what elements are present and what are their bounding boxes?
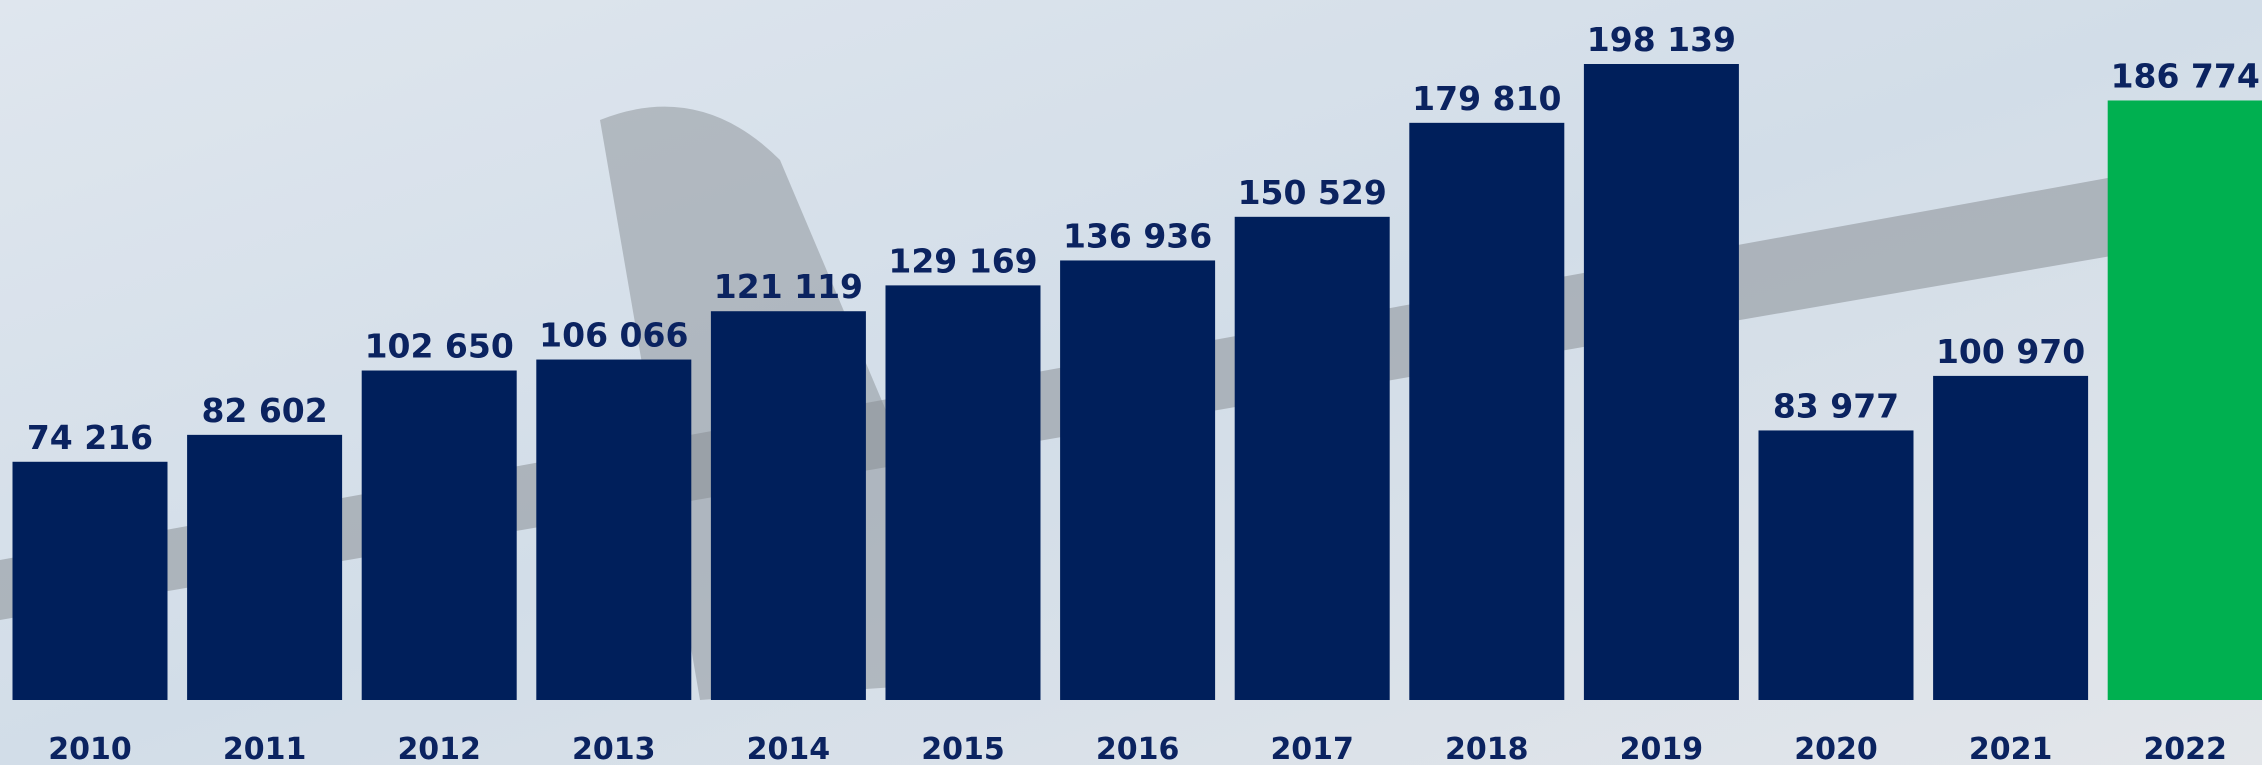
x-tick-label: 2012: [397, 732, 481, 765]
x-tick-label: 2017: [1270, 732, 1354, 765]
x-tick-label: 2021: [1969, 732, 2053, 765]
value-label: 102 650: [365, 327, 514, 366]
bar: [2108, 100, 2262, 700]
bar: [1759, 430, 1914, 700]
x-tick-label: 2015: [921, 732, 1005, 765]
bar: [1933, 376, 2088, 700]
value-label: 179 810: [1412, 79, 1561, 118]
bar: [1060, 260, 1215, 700]
value-label: 100 970: [1936, 332, 2085, 371]
x-tick-label: 2010: [48, 732, 132, 765]
value-label: 82 602: [201, 391, 327, 430]
bar: [1409, 123, 1564, 700]
value-label: 129 169: [888, 241, 1037, 280]
bar: [711, 311, 866, 700]
value-label: 136 936: [1063, 216, 1212, 255]
value-label: 74 216: [27, 418, 153, 457]
value-label: 186 774: [2111, 56, 2260, 95]
bar: [13, 462, 168, 700]
x-tick-label: 2011: [223, 732, 307, 765]
value-label: 150 529: [1238, 173, 1387, 212]
value-label: 198 139: [1587, 20, 1736, 59]
bar: [187, 435, 342, 700]
bar: [1235, 217, 1390, 700]
x-tick-label: 2020: [1794, 732, 1878, 765]
bar: [886, 285, 1041, 700]
value-label: 121 119: [714, 267, 863, 306]
bar: [536, 360, 691, 700]
x-tick-label: 2022: [2143, 732, 2227, 765]
x-tick-label: 2013: [572, 732, 656, 765]
value-label: 83 977: [1773, 386, 1899, 425]
chart: 74 216 2010 82 602 2011 102 650 2012 106 066 20…: [0, 0, 2262, 765]
x-tick-label: 2016: [1096, 732, 1180, 765]
x-tick-label: 2019: [1620, 732, 1704, 765]
bar: [1584, 64, 1739, 700]
value-label: 106 066: [539, 316, 688, 355]
x-tick-label: 2014: [747, 732, 831, 765]
bar: [362, 371, 517, 700]
x-tick-label: 2018: [1445, 732, 1529, 765]
